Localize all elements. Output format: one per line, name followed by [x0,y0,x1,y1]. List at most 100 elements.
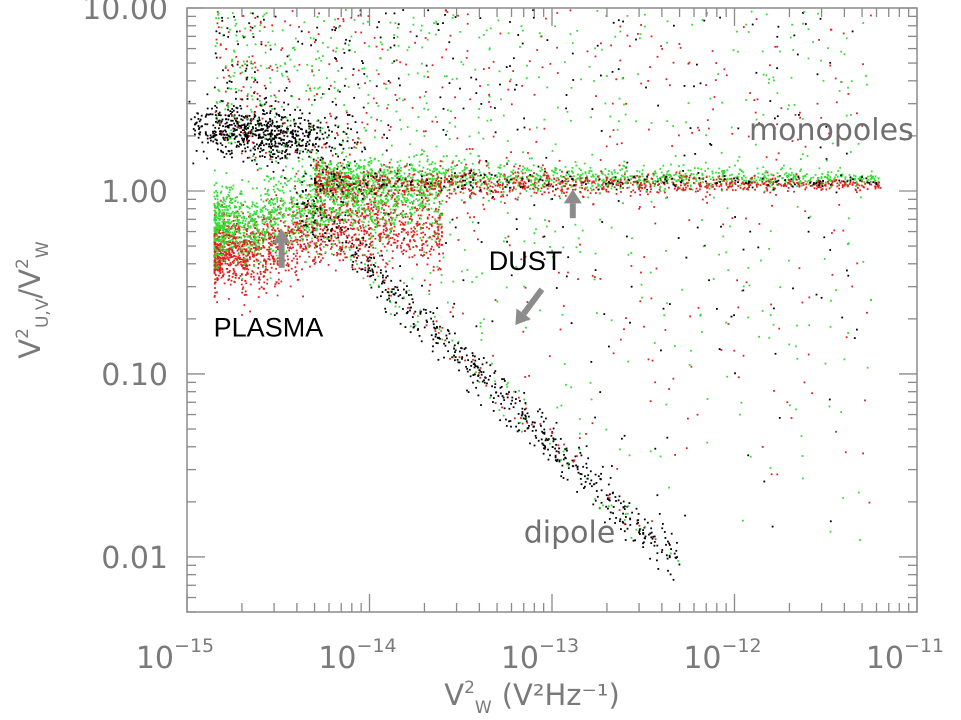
data-point-150 [418,217,421,220]
data-point-4406 [575,164,578,167]
data-point-1531 [409,239,411,242]
data-point-2752 [293,210,295,213]
data-point-1957 [307,208,310,211]
data-point-889 [290,267,293,270]
data-point-3726 [470,197,472,200]
data-point-2524 [390,190,392,192]
data-point-166 [411,218,413,221]
data-point-313 [245,293,248,296]
data-point-2562 [338,210,341,212]
data-point-2909 [384,202,387,204]
data-point-1833 [267,218,270,220]
data-point-2807 [282,213,285,215]
data-point-2104 [296,199,299,201]
data-point-4923 [830,171,833,174]
data-point-4324 [474,179,477,181]
data-point-70 [333,222,335,225]
data-point-1864 [315,242,318,245]
data-point-1385 [245,233,248,236]
data-point-261 [394,241,397,244]
data-point-3275 [215,106,218,109]
data-point-3419 [308,155,310,158]
data-point-2942 [242,215,245,218]
data-point-3507 [262,110,265,112]
data-point-4245 [667,170,670,172]
data-point-2086 [280,207,283,210]
data-point-115 [276,227,279,230]
data-point-4114 [682,174,685,177]
data-point-2879 [297,202,299,205]
data-point-1108 [402,223,405,226]
data-point-2370 [301,207,304,210]
data-point-1221 [391,267,394,269]
data-point-3244 [295,134,298,137]
data-point-3589 [215,110,218,112]
data-point-2620 [296,217,299,219]
data-point-146 [382,216,384,219]
data-point-3107 [273,107,276,110]
data-point-1504 [353,234,356,236]
data-point-2977 [398,198,400,201]
data-point-3591 [236,122,239,125]
data-point-2235 [385,165,387,168]
data-point-2832 [375,206,378,208]
data-point-2140 [223,228,226,231]
data-point-1208 [222,235,225,238]
data-point-4319 [602,173,604,175]
data-point-874 [289,230,291,233]
data-point-1054 [232,241,235,244]
data-point-2486 [312,167,315,169]
data-point-1255 [231,242,233,245]
data-point-3601 [305,144,308,147]
data-point-2553 [269,204,272,206]
data-point-2497 [361,186,363,188]
data-point-1788 [238,240,241,243]
data-point-2605 [401,213,404,216]
data-point-2286 [252,203,254,206]
data-point-2133 [226,196,228,198]
data-point-3231 [264,156,266,158]
data-point-3399 [274,142,277,145]
data-point-4443 [509,179,511,182]
data-point-401 [289,285,292,288]
data-point-2306 [224,224,226,226]
data-point-2106 [369,218,372,220]
data-point-2259 [219,224,222,227]
data-point-4946 [807,179,810,182]
data-point-3884 [469,152,472,155]
data-point-3092 [254,114,257,117]
data-point-4318 [802,175,805,178]
data-point-4414 [681,175,684,178]
data-point-4656 [337,176,340,179]
data-point-2786 [269,212,272,215]
data-point-1234 [224,254,227,257]
data-point-2351 [272,218,274,221]
data-point-283 [369,198,371,201]
data-point-1424 [273,263,275,265]
data-point-4672 [543,172,545,175]
data-point-4939 [783,164,785,167]
data-point-1486 [267,257,270,260]
data-point-4127 [471,187,474,190]
data-point-3752 [527,185,530,187]
data-point-3742 [663,189,666,192]
data-point-1415 [216,268,219,270]
data-point-3491 [209,137,212,140]
data-point-3345 [289,124,292,127]
data-point-2072 [247,211,249,214]
data-point-4709 [659,185,662,188]
data-point-4466 [344,173,346,175]
data-point-3863 [786,174,789,177]
data-point-3005 [231,152,233,155]
data-point-4201 [788,181,791,184]
data-point-573 [382,212,385,214]
data-point-4801 [841,174,843,177]
data-point-2224 [253,234,256,237]
data-point-4217 [335,164,338,166]
data-point-1050 [250,273,253,276]
data-point-3737 [531,157,533,160]
data-point-4749 [867,175,870,178]
data-point-2518 [232,238,234,241]
data-point-607 [232,267,235,270]
